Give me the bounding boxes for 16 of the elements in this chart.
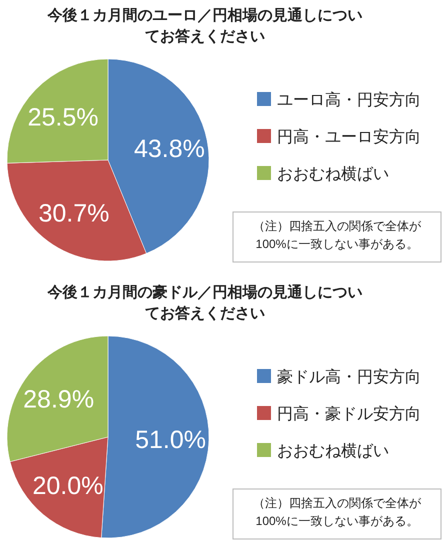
chart-title: 今後１カ月間のユーロ／円相場の見通しについてお答えください xyxy=(46,7,362,45)
text: （注）四捨五入の関係で全体が 100%に一致しない事がある。 xyxy=(253,496,422,528)
legend-label: 円高・豪ドル安方向 xyxy=(277,405,421,423)
data-label: 43.8% xyxy=(134,134,205,163)
chart-title: 今後１カ月間の豪ドル／円相場の見通しについてお答えください xyxy=(46,284,362,322)
legend-label: おおむね横ばい xyxy=(277,165,389,183)
legend-label: 豪ドル高・円安方向 xyxy=(277,368,421,386)
data-label: 20.0% xyxy=(32,472,104,500)
text: （注）四捨五入の関係で全体が 100%に一致しない事がある。 xyxy=(253,219,422,251)
data-label: 30.7% xyxy=(38,200,110,228)
legend-label: おおむね横ばい xyxy=(277,442,389,460)
legend-label: ユーロ高・円安方向 xyxy=(277,91,421,109)
data-label: 28.9% xyxy=(23,386,94,414)
data-label: 51.0% xyxy=(135,426,206,454)
legend-label: 円高・ユーロ安方向 xyxy=(277,128,421,146)
data-label: 25.5% xyxy=(28,103,98,132)
